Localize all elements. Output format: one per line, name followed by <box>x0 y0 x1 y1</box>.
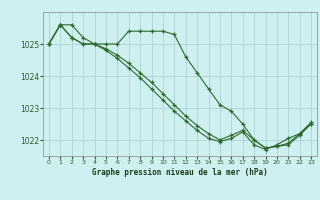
X-axis label: Graphe pression niveau de la mer (hPa): Graphe pression niveau de la mer (hPa) <box>92 168 268 177</box>
